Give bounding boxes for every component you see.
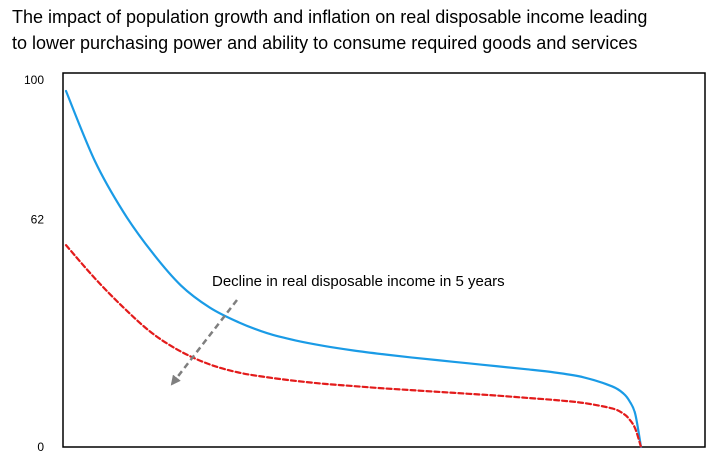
y-tick-label: 0: [37, 440, 44, 454]
plot-frame: [62, 72, 706, 448]
chart-title-line-1: The impact of population growth and infl…: [12, 7, 648, 27]
chart-title: The impact of population growth and infl…: [12, 4, 712, 56]
series-line-dashed: [64, 244, 643, 449]
y-tick-label: 100: [24, 73, 44, 87]
annotation-label: Decline in real disposable income in 5 y…: [212, 273, 505, 290]
series-line-solid: [64, 89, 643, 449]
y-tick-label: 62: [31, 212, 45, 226]
decline-arrow: [170, 299, 238, 386]
chart-title-line-2: to lower purchasing power and ability to…: [12, 33, 638, 53]
